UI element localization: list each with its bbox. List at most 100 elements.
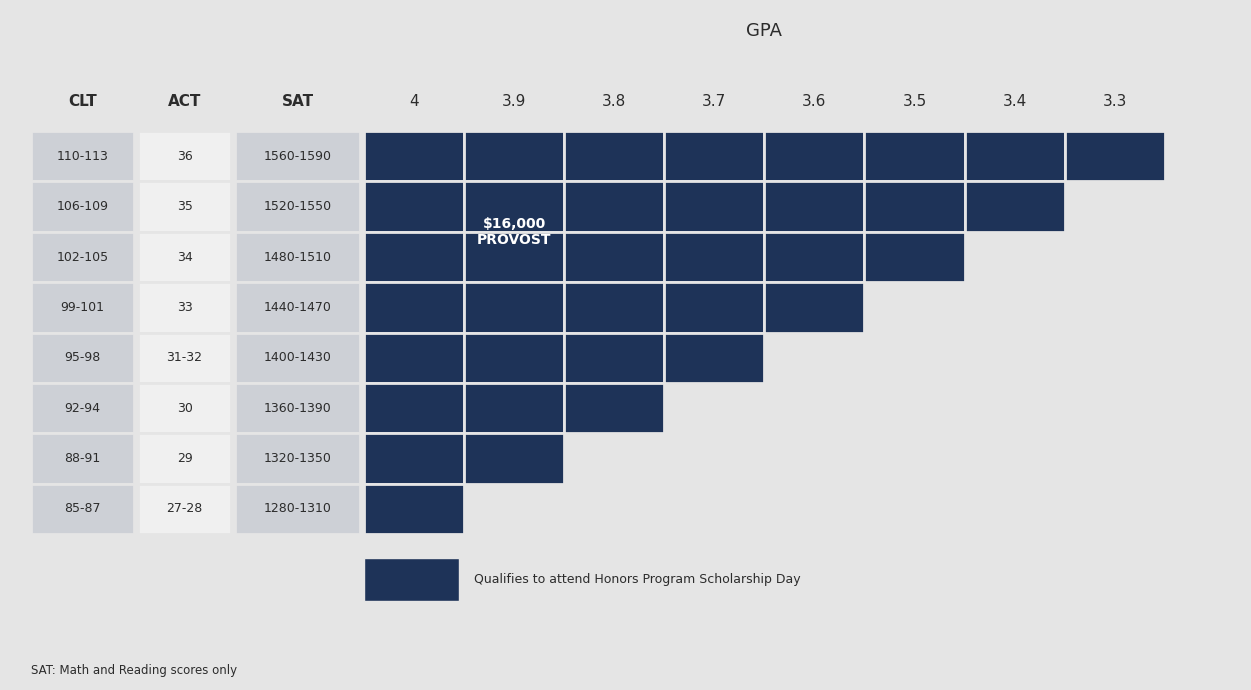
Bar bbox=[138, 181, 231, 232]
Bar bbox=[138, 72, 231, 131]
Bar bbox=[235, 232, 360, 282]
Text: GPA: GPA bbox=[747, 22, 782, 40]
Bar bbox=[138, 433, 231, 484]
Text: 3.6: 3.6 bbox=[802, 95, 827, 109]
Text: CLT: CLT bbox=[69, 95, 96, 109]
Bar bbox=[1065, 72, 1165, 131]
Text: 102-105: 102-105 bbox=[56, 250, 109, 264]
Bar bbox=[31, 282, 134, 333]
Bar bbox=[31, 131, 134, 181]
Text: 1520-1550: 1520-1550 bbox=[264, 200, 332, 213]
Bar bbox=[138, 383, 231, 433]
Text: $16,000
PROVOST: $16,000 PROVOST bbox=[477, 217, 552, 247]
Text: 36: 36 bbox=[176, 150, 193, 163]
Bar bbox=[364, 433, 464, 484]
Bar bbox=[31, 333, 134, 383]
Bar bbox=[464, 383, 564, 433]
Bar bbox=[364, 282, 464, 333]
Text: 3.8: 3.8 bbox=[602, 95, 627, 109]
Bar bbox=[364, 484, 464, 534]
Bar bbox=[364, 232, 464, 282]
Text: 1400-1430: 1400-1430 bbox=[264, 351, 332, 364]
Bar bbox=[564, 232, 664, 282]
Bar bbox=[764, 232, 864, 282]
Bar bbox=[364, 72, 464, 131]
Text: 1280-1310: 1280-1310 bbox=[264, 502, 332, 515]
Text: 106-109: 106-109 bbox=[56, 200, 109, 213]
Bar bbox=[364, 131, 464, 181]
Text: 1480-1510: 1480-1510 bbox=[264, 250, 332, 264]
Text: 92-94: 92-94 bbox=[65, 402, 100, 415]
Bar bbox=[235, 433, 360, 484]
Bar bbox=[235, 333, 360, 383]
Bar bbox=[138, 131, 231, 181]
Bar bbox=[864, 232, 965, 282]
Bar bbox=[464, 282, 564, 333]
Bar bbox=[764, 181, 864, 232]
Text: 99-101: 99-101 bbox=[60, 301, 105, 314]
Bar bbox=[564, 72, 664, 131]
Bar bbox=[864, 181, 965, 232]
Bar bbox=[138, 282, 231, 333]
Text: 33: 33 bbox=[176, 301, 193, 314]
Bar bbox=[564, 131, 664, 181]
Text: 30: 30 bbox=[176, 402, 193, 415]
Bar bbox=[464, 433, 564, 484]
Bar bbox=[464, 131, 564, 181]
Text: 1320-1350: 1320-1350 bbox=[264, 452, 332, 465]
Bar bbox=[235, 484, 360, 534]
Text: 35: 35 bbox=[176, 200, 193, 213]
Bar bbox=[235, 131, 360, 181]
Bar bbox=[31, 232, 134, 282]
Bar bbox=[664, 72, 764, 131]
Bar bbox=[764, 282, 864, 333]
Text: 110-113: 110-113 bbox=[56, 150, 109, 163]
Bar bbox=[564, 282, 664, 333]
Bar bbox=[864, 72, 965, 131]
Bar bbox=[31, 433, 134, 484]
Text: 85-87: 85-87 bbox=[64, 502, 101, 515]
Bar bbox=[235, 181, 360, 232]
Bar bbox=[235, 383, 360, 433]
Bar bbox=[364, 383, 464, 433]
Bar bbox=[138, 333, 231, 383]
Bar bbox=[664, 181, 764, 232]
Bar bbox=[764, 131, 864, 181]
Bar bbox=[464, 333, 564, 383]
Bar bbox=[31, 72, 134, 131]
Bar bbox=[664, 131, 764, 181]
Text: 1360-1390: 1360-1390 bbox=[264, 402, 332, 415]
Bar bbox=[138, 232, 231, 282]
Text: ACT: ACT bbox=[168, 95, 201, 109]
Text: 3.9: 3.9 bbox=[502, 95, 527, 109]
Bar bbox=[235, 282, 360, 333]
Bar bbox=[364, 181, 464, 232]
Bar bbox=[664, 282, 764, 333]
Text: 29: 29 bbox=[176, 452, 193, 465]
Bar bbox=[564, 181, 664, 232]
Bar bbox=[464, 232, 564, 282]
Bar bbox=[864, 131, 965, 181]
Text: 1560-1590: 1560-1590 bbox=[264, 150, 332, 163]
Bar bbox=[138, 484, 231, 534]
Text: 88-91: 88-91 bbox=[65, 452, 100, 465]
Bar bbox=[31, 181, 134, 232]
Bar bbox=[464, 181, 564, 232]
Bar bbox=[235, 72, 360, 131]
Bar bbox=[364, 333, 464, 383]
Bar bbox=[1065, 131, 1165, 181]
Bar bbox=[464, 72, 564, 131]
Bar bbox=[564, 383, 664, 433]
Text: 1440-1470: 1440-1470 bbox=[264, 301, 332, 314]
Text: 3.4: 3.4 bbox=[1002, 95, 1027, 109]
Bar bbox=[764, 72, 864, 131]
Text: 4: 4 bbox=[409, 95, 419, 109]
Text: 95-98: 95-98 bbox=[65, 351, 100, 364]
Bar bbox=[965, 181, 1065, 232]
Bar bbox=[965, 131, 1065, 181]
Text: SAT: Math and Reading scores only: SAT: Math and Reading scores only bbox=[31, 664, 238, 676]
Bar bbox=[664, 232, 764, 282]
Text: 3.7: 3.7 bbox=[702, 95, 727, 109]
Text: 27-28: 27-28 bbox=[166, 502, 203, 515]
Bar bbox=[965, 72, 1065, 131]
